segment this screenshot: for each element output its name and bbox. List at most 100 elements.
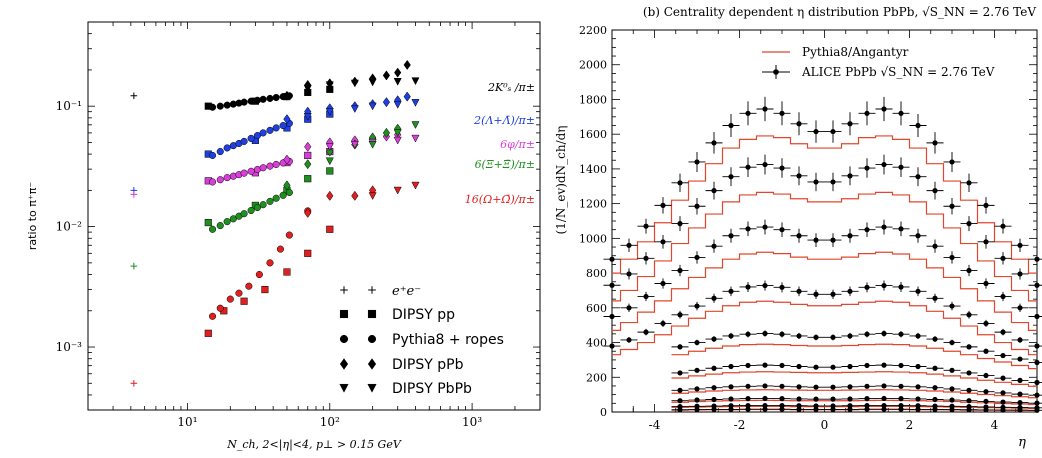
legend-marker xyxy=(367,358,377,370)
data-point xyxy=(881,395,887,402)
data-point xyxy=(382,127,391,138)
data-point xyxy=(711,140,717,146)
data-point xyxy=(779,362,785,369)
data-point xyxy=(779,110,785,116)
data-point xyxy=(915,233,921,239)
ratio-label: 6φ/π± xyxy=(500,138,535,151)
right-data-points xyxy=(603,96,1042,413)
data-point xyxy=(898,164,904,170)
data-point xyxy=(226,295,234,303)
data-point xyxy=(932,385,938,391)
data-point xyxy=(881,383,887,389)
y-tick-label: 1800 xyxy=(579,93,607,106)
legend-marker xyxy=(367,383,377,393)
data-point xyxy=(932,188,938,194)
data-point xyxy=(285,188,293,197)
data-point xyxy=(745,331,751,337)
right-x-axis-label: η xyxy=(1018,435,1026,450)
data-point xyxy=(1017,337,1023,343)
legend-label: Pythia8 + ropes xyxy=(392,332,504,348)
data-point xyxy=(285,231,293,239)
y-tick-label: 1200 xyxy=(579,198,607,211)
data-point xyxy=(304,207,312,218)
data-point xyxy=(813,237,819,243)
legend-label: DIPSY pp xyxy=(392,307,455,323)
data-point xyxy=(949,254,955,261)
data-point xyxy=(1017,400,1023,406)
data-point xyxy=(272,194,280,202)
data-point xyxy=(677,387,683,393)
legend-marker xyxy=(367,309,377,319)
data-point xyxy=(796,363,802,370)
data-point xyxy=(881,282,887,289)
data-point xyxy=(966,180,972,186)
data-point xyxy=(394,67,402,78)
right-chart: (b) Centrality dependent η distribution … xyxy=(554,5,1042,450)
data-point xyxy=(626,337,632,343)
data-point xyxy=(830,334,836,340)
data-point xyxy=(983,239,989,245)
data-point xyxy=(898,396,904,402)
data-point xyxy=(728,288,734,294)
data-point xyxy=(745,226,751,232)
data-point xyxy=(660,239,666,245)
data-point xyxy=(208,178,217,186)
data-point xyxy=(813,364,819,370)
data-point xyxy=(694,203,700,209)
x-tick-label: 4 xyxy=(991,418,999,432)
data-point xyxy=(915,384,921,390)
data-point xyxy=(728,384,734,390)
data-point xyxy=(204,219,212,227)
data-point xyxy=(864,284,870,290)
data-point xyxy=(813,334,819,340)
data-point xyxy=(1017,407,1023,413)
x-tick-label: 10³ xyxy=(462,415,482,429)
data-point xyxy=(847,384,853,390)
data-point xyxy=(898,362,904,369)
data-point xyxy=(216,102,224,110)
y-tick-label: 0 xyxy=(600,406,607,419)
data-point xyxy=(983,348,989,354)
data-point xyxy=(326,225,334,233)
model-histogram xyxy=(612,135,1037,274)
data-point xyxy=(949,159,955,165)
ratio-label: 2(Λ+Λ̄)/π± xyxy=(473,114,535,127)
y-tick-label: 200 xyxy=(586,371,607,384)
data-point xyxy=(1034,359,1040,366)
data-point xyxy=(779,406,785,412)
data-point xyxy=(745,396,751,402)
data-point xyxy=(932,243,938,249)
data-point xyxy=(1034,407,1040,413)
data-point xyxy=(830,364,836,370)
data-point xyxy=(762,224,768,230)
data-point xyxy=(813,384,819,390)
data-point xyxy=(745,383,751,389)
data-point xyxy=(830,406,836,412)
data-point xyxy=(283,268,291,276)
data-point xyxy=(847,406,853,412)
data-point xyxy=(830,128,836,135)
data-point xyxy=(864,331,870,337)
data-point xyxy=(393,129,402,138)
data-point xyxy=(259,164,267,172)
data-point xyxy=(966,221,972,227)
data-point xyxy=(847,121,853,127)
data-point xyxy=(762,330,768,337)
data-point xyxy=(253,203,261,212)
data-point xyxy=(898,226,904,232)
data-point xyxy=(728,363,734,370)
data-point xyxy=(216,304,224,312)
y-tick-label: 2200 xyxy=(579,24,607,37)
data-point xyxy=(1034,282,1040,288)
data-point xyxy=(762,406,768,412)
data-point xyxy=(626,305,632,311)
model-histogram xyxy=(612,251,1037,331)
data-point xyxy=(1000,293,1006,300)
data-point xyxy=(208,225,217,233)
data-point xyxy=(393,136,402,145)
data-point xyxy=(796,406,802,412)
data-point xyxy=(382,70,391,81)
data-point xyxy=(247,167,255,175)
right-tick-labels: -4 -2 0 2 4 0 200 400 600 800 1000 1200 1400 1600 1800… xyxy=(579,24,999,432)
data-point xyxy=(966,370,972,376)
